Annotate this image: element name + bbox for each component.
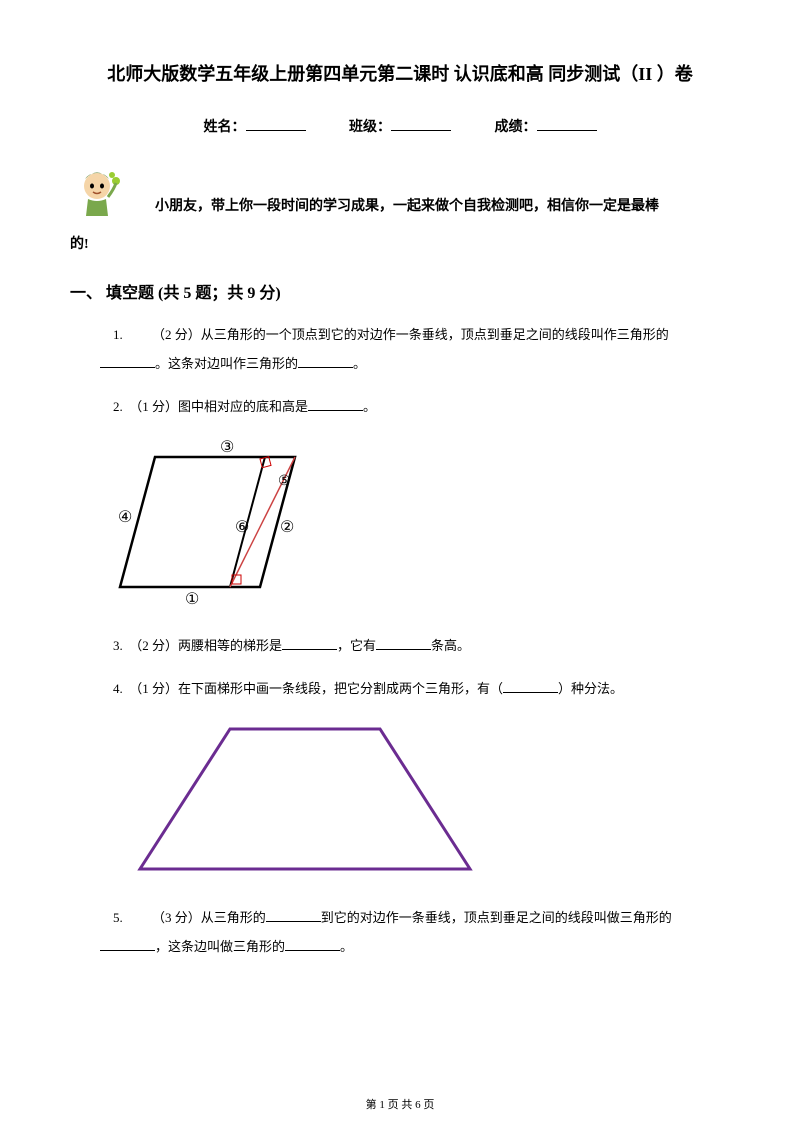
q1-text1: 从三角形的一个顶点到它的对边作一条垂线，顶点到垂足之间的线段叫作三角形的 [201,327,669,342]
q5-blank1 [266,908,321,922]
q3-blank2 [376,636,431,650]
label-2: ② [280,519,294,536]
q5-blank2 [100,937,155,951]
question-3: 3. （2 分）两腰相等的梯形是 ，它有 条高。 [70,632,730,661]
q4-points: （1 分） [129,681,178,696]
q3-points: （2 分） [129,638,178,653]
encourage-text: 小朋友，带上你一段时间的学习成果，一起来做个自我检测吧，相信你一定是最棒 [155,193,659,221]
class-blank [391,130,451,131]
label-1: ① [185,591,199,607]
q2-end: 。 [363,399,376,414]
q3-text1: 两腰相等的梯形是 [178,638,282,653]
label-4: ④ [118,509,132,526]
info-line: 姓名： 班级： 成绩： [70,116,730,136]
q5-blank3 [285,937,340,951]
character-icon [70,161,125,221]
q2-num: 2. [113,399,123,414]
q2-blank [308,397,363,411]
question-4: 4. （1 分）在下面梯形中画一条线段，把它分割成两个三角形，有（ ）种分法。 [70,675,730,704]
section-title: 一、 填空题 (共 5 题；共 9 分) [70,279,730,303]
question-1: 1. （2 分）从三角形的一个顶点到它的对边作一条垂线，顶点到垂足之间的线段叫作… [70,321,730,378]
q2-text: 图中相对应的底和高是 [178,399,308,414]
trapezoid-diagram [130,719,730,884]
q1-points: （2 分） [152,327,201,342]
q4-num: 4. [113,681,123,696]
q3-num: 3. [113,638,123,653]
q5-text1: 从三角形的 [201,910,266,925]
question-2: 2. （1 分）图中相对应的底和高是 。 [70,393,730,422]
q1-text2: 。这条对边叫作三角形的 [155,356,298,371]
page-footer: 第 1 页 共 6 页 [0,1096,800,1112]
label-3: ③ [220,439,234,456]
q5-text2: 到它的对边作一条垂线，顶点到垂足之间的线段叫做三角形的 [321,910,672,925]
name-label: 姓名： [204,120,246,135]
q1-blank1 [100,354,155,368]
q5-text4: 。 [340,939,353,954]
q3-text2: ，它有 [337,638,376,653]
q3-text3: 条高。 [431,638,470,653]
q4-text1: 在下面梯形中画一条线段，把它分割成两个三角形，有（ [178,681,503,696]
score-label: 成绩： [495,120,537,135]
class-label: 班级： [349,120,391,135]
q4-blank [503,679,558,693]
label-5: ⑤ [278,474,291,489]
q4-text2: ）种分法。 [558,681,623,696]
q2-points: （1 分） [129,399,178,414]
q5-num: 5. [113,910,123,925]
encourage-text2: 的! [70,231,730,259]
question-5: 5. （3 分）从三角形的 到它的对边作一条垂线，顶点到垂足之间的线段叫做三角形的… [70,904,730,961]
q3-blank1 [282,636,337,650]
q5-text3: ，这条边叫做三角形的 [155,939,285,954]
page-title: 北师大版数学五年级上册第四单元第二课时 认识底和高 同步测试（II ）卷 [70,60,730,86]
q5-points: （3 分） [152,910,201,925]
score-blank [537,130,597,131]
q1-blank2 [298,354,353,368]
q1-text3: 。 [353,356,366,371]
parallelogram-diagram: ③ ⑤ ⑥ ② ④ ① [100,437,730,612]
name-blank [246,130,306,131]
q1-num: 1. [113,327,123,342]
label-6: ⑥ [235,519,249,536]
